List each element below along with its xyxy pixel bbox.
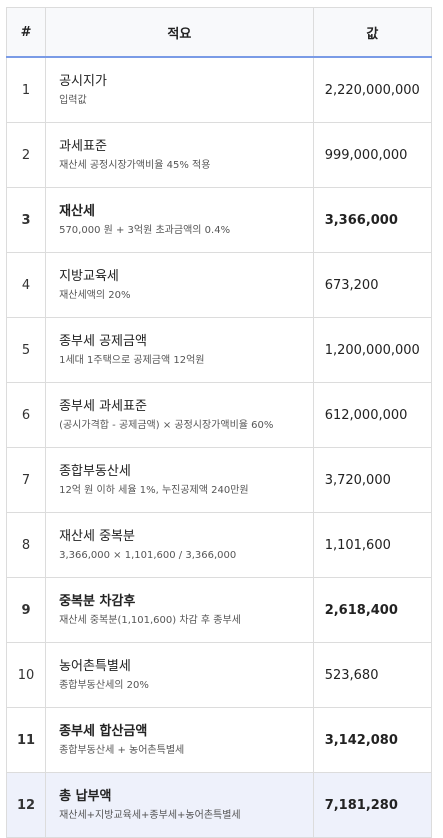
table-row: 8 재산세 중복분 3,366,000 × 1,101,600 / 3,366,00… <box>5 512 433 578</box>
row-value: 2,220,000,000 <box>312 56 433 123</box>
row-title: 공시지가 <box>59 73 107 89</box>
row-number: 6 <box>5 382 47 448</box>
table-row: 6 종부세 과세표준 (공시가격합 - 공제금액) × 공정시장가액비율 60% 61… <box>5 382 433 448</box>
row-subtitle: 재산세 공정시장가액비율 45% 적용 <box>59 159 211 171</box>
row-title: 종합부동산세 <box>59 463 131 479</box>
row-title: 재산세 <box>59 203 95 219</box>
header-description: 적요 <box>45 7 314 58</box>
row-number: 3 <box>5 187 47 253</box>
table-row: 11 종부세 합산금액 종합부동산세 + 농어촌특별세 3,142,080 <box>5 707 433 773</box>
row-value: 673,200 <box>312 252 433 318</box>
row-subtitle: 570,000 원 + 3억원 초과금액의 0.4% <box>59 224 231 236</box>
row-subtitle: 재산세액의 20% <box>59 289 131 301</box>
row-number: 4 <box>5 252 47 318</box>
row-value: 3,720,000 <box>312 447 433 513</box>
row-description: 재산세 570,000 원 + 3억원 초과금액의 0.4% <box>45 187 314 253</box>
row-subtitle: 12억 원 이하 세율 1%, 누진공제액 240만원 <box>59 484 249 496</box>
row-value: 2,618,400 <box>312 577 433 643</box>
table-row: 3 재산세 570,000 원 + 3억원 초과금액의 0.4% 3,366,000 <box>5 187 433 253</box>
row-subtitle: 입력값 <box>59 94 87 106</box>
row-subtitle: 재산세+지방교육세+종부세+농어촌특별세 <box>59 809 241 821</box>
row-value: 3,142,080 <box>312 707 433 773</box>
table-row: 2 과세표준 재산세 공정시장가액비율 45% 적용 999,000,000 <box>5 122 433 188</box>
row-value: 1,101,600 <box>312 512 433 578</box>
row-subtitle: 종합부동산세의 20% <box>59 679 149 691</box>
row-description: 종부세 공제금액 1세대 1주택으로 공제금액 12억원 <box>45 317 314 383</box>
table-row: 1 공시지가 입력값 2,220,000,000 <box>5 56 433 123</box>
row-subtitle: 종합부동산세 + 농어촌특별세 <box>59 744 185 756</box>
row-number: 11 <box>5 707 47 773</box>
row-title: 재산세 중복분 <box>59 528 135 544</box>
row-subtitle: 재산세 중복분(1,101,600) 차감 후 종부세 <box>59 614 241 626</box>
table-header-row: # 적요 값 <box>5 7 433 58</box>
table-body: 1 공시지가 입력값 2,220,000,000 2 과세표준 재산세 공정시장가액비율 4… <box>5 56 433 838</box>
table-row: 4 지방교육세 재산세액의 20% 673,200 <box>5 252 433 318</box>
row-number: 2 <box>5 122 47 188</box>
table-row: 10 농어촌특별세 종합부동산세의 20% 523,680 <box>5 642 433 708</box>
row-title: 농어촌특별세 <box>59 658 131 674</box>
row-number: 10 <box>5 642 47 708</box>
row-value: 7,181,280 <box>312 772 433 838</box>
row-value: 1,200,000,000 <box>312 317 433 383</box>
row-description: 재산세 중복분 3,366,000 × 1,101,600 / 3,366,000 <box>45 512 314 578</box>
row-subtitle: 3,366,000 × 1,101,600 / 3,366,000 <box>59 549 237 561</box>
row-subtitle: 1세대 1주택으로 공제금액 12억원 <box>59 354 205 366</box>
row-value: 3,366,000 <box>312 187 433 253</box>
row-description: 종부세 과세표준 (공시가격합 - 공제금액) × 공정시장가액비율 60% <box>45 382 314 448</box>
header-value: 값 <box>312 7 433 58</box>
row-title: 총 납부액 <box>59 788 112 804</box>
tax-calculation-table: # 적요 값 1 공시지가 입력값 2,220,000,000 2 과세표준 재산세 공정시… <box>5 7 433 838</box>
row-value: 612,000,000 <box>312 382 433 448</box>
row-subtitle: (공시가격합 - 공제금액) × 공정시장가액비율 60% <box>59 419 274 431</box>
table-row: 7 종합부동산세 12억 원 이하 세율 1%, 누진공제액 240만원 3,720,… <box>5 447 433 513</box>
row-number: 8 <box>5 512 47 578</box>
header-number: # <box>5 7 47 58</box>
row-description: 종합부동산세 12억 원 이하 세율 1%, 누진공제액 240만원 <box>45 447 314 513</box>
table-row: 5 종부세 공제금액 1세대 1주택으로 공제금액 12억원 1,200,000,00… <box>5 317 433 383</box>
row-value: 523,680 <box>312 642 433 708</box>
row-number: 7 <box>5 447 47 513</box>
row-number: 12 <box>5 772 47 838</box>
row-title: 종부세 공제금액 <box>59 333 147 349</box>
row-title: 중복분 차감후 <box>59 593 136 609</box>
row-number: 1 <box>5 56 47 123</box>
row-title: 지방교육세 <box>59 268 119 284</box>
table-row: 12 총 납부액 재산세+지방교육세+종부세+농어촌특별세 7,181,280 <box>5 772 433 838</box>
table-row: 9 중복분 차감후 재산세 중복분(1,101,600) 차감 후 종부세 2,618… <box>5 577 433 643</box>
row-title: 종부세 과세표준 <box>59 398 147 414</box>
row-title: 과세표준 <box>59 138 107 154</box>
row-number: 9 <box>5 577 47 643</box>
row-title: 종부세 합산금액 <box>59 723 148 739</box>
row-number: 5 <box>5 317 47 383</box>
row-value: 999,000,000 <box>312 122 433 188</box>
